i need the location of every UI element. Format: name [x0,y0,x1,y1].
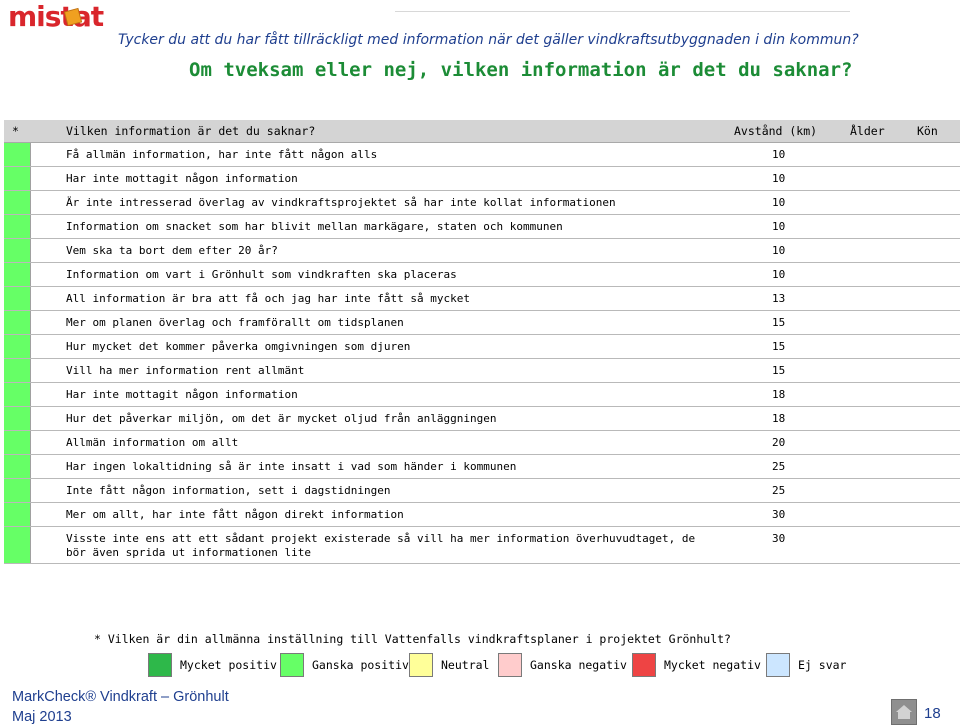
distance-value: 18 [772,412,786,425]
distance-value: 10 [772,220,786,233]
answer-text: Vill ha mer information rent allmänt [66,364,305,377]
attitude-swatch [4,191,31,214]
legend-swatch [498,653,522,677]
legend-swatch [632,653,656,677]
attitude-swatch [4,143,31,166]
header-question: Vilken information är det du saknar? [66,124,316,138]
attitude-swatch [4,503,31,526]
table-row: All information är bra att få och jag ha… [4,287,960,311]
attitude-swatch [4,359,31,382]
distance-value: 10 [772,148,786,161]
distance-value: 15 [772,316,786,329]
distance-value: 25 [772,484,786,497]
header-gender: Kön [917,124,938,138]
table-row: Mer om allt, har inte fått någon direkt … [4,503,960,527]
table-row: Är inte intresserad överlag av vindkraft… [4,191,960,215]
answer-text: Vem ska ta bort dem efter 20 år? [66,244,278,257]
table-row: Mer om planen överlag och framförallt om… [4,311,960,335]
legend-label: Ganska positiv [312,658,409,672]
date-footer: Maj 2013 [12,709,72,725]
home-icon[interactable] [891,699,917,725]
attitude-swatch [4,455,31,478]
distance-value: 13 [772,292,786,305]
table-row: Hur mycket det kommer påverka omgivninge… [4,335,960,359]
table-body: Få allmän information, har inte fått någ… [4,143,960,564]
answer-text: Information om vart i Grönhult som vindk… [66,268,457,281]
attitude-swatch [4,335,31,358]
page-number: 18 [924,705,941,722]
distance-value: 10 [772,268,786,281]
header-star: * [12,124,19,138]
table-row: Inte fått någon information, sett i dags… [4,479,960,503]
answers-table: * Vilken information är det du saknar? A… [4,120,960,564]
header-age: Ålder [850,124,885,138]
attitude-swatch [4,287,31,310]
attitude-swatch [4,167,31,190]
distance-value: 10 [772,172,786,185]
sub-question: Om tveksam eller nej, vilken information… [189,59,853,81]
legend-label: Ej svar [798,658,847,672]
distance-value: 20 [772,436,786,449]
legend-swatch [766,653,790,677]
distance-value: 30 [772,508,786,521]
distance-value: 10 [772,244,786,257]
legend-label: Mycket negativ [664,658,761,672]
attitude-swatch [4,431,31,454]
answer-text: Har ingen lokaltidning så är inte insatt… [66,460,517,473]
table-row: Hur det påverkar miljön, om det är mycke… [4,407,960,431]
legend-label: Neutral [441,658,490,672]
legend-label: Ganska negativ [530,658,627,672]
distance-value: 18 [772,388,786,401]
answer-text: Är inte intresserad överlag av vindkraft… [66,196,616,209]
table-row: Vill ha mer information rent allmänt 15 [4,359,960,383]
attitude-swatch [4,263,31,286]
table-row: Allmän information om allt 20 [4,431,960,455]
brand-footer: MarkCheck® Vindkraft – Grönhult [12,689,229,705]
answer-text: Få allmän information, har inte fått någ… [66,148,378,161]
distance-value: 25 [772,460,786,473]
attitude-swatch [4,527,31,563]
table-row: Har ingen lokaltidning så är inte insatt… [4,455,960,479]
legend-swatch [409,653,433,677]
legend-label: Mycket positiv [180,658,277,672]
answer-text: Har inte mottagit någon information [66,388,298,401]
answer-text: Hur det påverkar miljön, om det är mycke… [66,412,497,425]
attitude-swatch [4,407,31,430]
attitude-swatch [4,383,31,406]
legend-swatch [148,653,172,677]
table-row: Information om snacket som har blivit me… [4,215,960,239]
answer-text: Har inte mottagit någon information [66,172,298,185]
footnote: * Vilken är din allmänna inställning til… [94,632,731,646]
answer-text: Hur mycket det kommer påverka omgivninge… [66,340,411,353]
distance-value: 30 [772,532,786,545]
distance-value: 15 [772,340,786,353]
answer-text: Inte fått någon information, sett i dags… [66,484,391,497]
logo-mark-icon [63,7,83,27]
main-question: Tycker du att du har fått tillräckligt m… [118,32,859,48]
table-header: * Vilken information är det du saknar? A… [4,120,960,143]
answer-text: Mer om planen överlag och framförallt om… [66,316,404,329]
answer-text: Visste inte ens att ett sådant projekt e… [66,532,696,559]
table-row: Visste inte ens att ett sådant projekt e… [4,527,960,564]
distance-value: 10 [772,196,786,209]
answer-text: Information om snacket som har blivit me… [66,220,563,233]
attitude-swatch [4,239,31,262]
mistat-logo: mistat [8,0,104,36]
table-row: Information om vart i Grönhult som vindk… [4,263,960,287]
attitude-swatch [4,311,31,334]
top-rule [395,11,850,12]
table-row: Har inte mottagit någon information 18 [4,383,960,407]
table-row: Har inte mottagit någon information 10 [4,167,960,191]
answer-text: Mer om allt, har inte fått någon direkt … [66,508,404,521]
answer-text: Allmän information om allt [66,436,239,449]
logo-text: mistat [8,0,104,33]
distance-value: 15 [772,364,786,377]
table-row: Vem ska ta bort dem efter 20 år? 10 [4,239,960,263]
legend-swatch [280,653,304,677]
header-distance: Avstånd (km) [734,124,818,138]
answer-text: All information är bra att få och jag ha… [66,292,470,305]
table-row: Få allmän information, har inte fått någ… [4,143,960,167]
attitude-swatch [4,215,31,238]
attitude-swatch [4,479,31,502]
